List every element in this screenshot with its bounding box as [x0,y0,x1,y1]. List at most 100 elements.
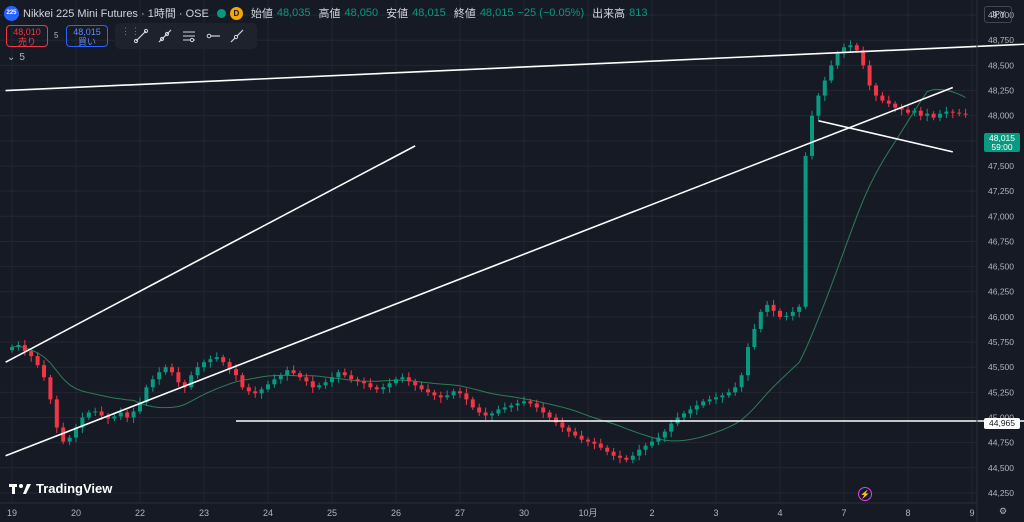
lightning-icon[interactable]: ⚡ [858,487,872,501]
candle-body [298,373,302,378]
market-open-icon [216,8,226,18]
candle-body [714,397,718,400]
candle-body [854,45,859,51]
x-tick-label: 10月 [578,508,597,518]
candle-body [874,85,878,96]
candle-body [61,427,66,442]
extended-line-tool-icon[interactable] [227,26,247,46]
candle-body [445,395,450,398]
candle-body [387,383,392,388]
y-tick-label: 44,750 [988,438,1014,448]
trend-line-tool-icon[interactable] [131,26,151,46]
candle-body [554,417,558,423]
x-tick-label: 24 [263,508,273,518]
candle-body [400,377,405,380]
indicators-toggle[interactable]: ⌄ 5 [7,52,25,63]
low-label: 安値 [386,8,409,20]
x-tick-label: 2 [649,508,654,518]
y-tick-label: 46,750 [988,236,1014,246]
candle-body [246,387,251,392]
candle-body [266,384,270,390]
candle-body [285,370,290,376]
y-tick-label: 48,750 [988,35,1014,45]
gear-icon[interactable]: ⚙ [998,505,1008,516]
candle-body [560,422,565,428]
drag-handle-icon[interactable]: ⋮⋮ [121,26,141,36]
candle-body [214,357,219,360]
candle-body [880,95,885,101]
volume-value: 813 [629,7,648,19]
candle-body [566,427,571,432]
candle-body [906,109,910,113]
candle-body [592,441,597,444]
drawing-toolbar: ⋮⋮ [115,23,257,49]
candle-body [426,389,430,393]
main-trend-line [5,86,954,457]
upper-resistance [5,43,1024,92]
parallel-channel-tool-icon[interactable] [179,26,199,46]
candle-body [701,401,706,406]
support-line-price-tag: 44,965 [984,418,1020,429]
candle-body [240,375,245,388]
tradingview-logo[interactable]: TradingView [9,481,112,496]
y-tick-label: 47,500 [988,161,1014,171]
chevron-down-icon: ⌄ [7,52,16,63]
candle-body [944,111,949,114]
candle-body [176,372,181,383]
candle-body [54,399,59,428]
high-value: 48,050 [344,7,379,19]
candle-body [163,367,168,373]
candle-body [547,412,552,418]
candle-body [106,415,110,419]
y-tick-label: 49,000 [988,10,1014,20]
candles-layer [10,40,968,464]
candle-body [74,427,78,438]
candle-body [528,401,533,404]
y-tick-label: 44,500 [988,463,1014,473]
horizontal-ray-tool-icon[interactable] [203,26,223,46]
tradingview-logo-icon [9,483,31,494]
ray-tool-icon[interactable] [155,26,175,46]
symbol-logo[interactable]: 225 [4,5,19,21]
candle-body [605,447,610,452]
candle-body [93,411,98,413]
candle-body [611,451,616,456]
moving-average-line [11,88,966,442]
change-value: −25 (−0.05%) [517,7,585,19]
sell-label: 売り [17,37,36,47]
candle-body [624,457,629,460]
buy-label: 買い [77,37,96,47]
candle-body [464,393,469,400]
candle-body [438,395,443,398]
x-tick-label: 20 [71,508,81,518]
logo-text: TradingView [36,481,113,496]
candle-body [112,416,117,419]
candle-body [534,403,539,408]
candle-body [925,113,930,116]
candle-body [957,112,962,114]
symbol-title[interactable]: Nikkei 225 Mini Futures · 1時間 · OSE [23,8,209,20]
candle-body [99,411,104,416]
currency-selector[interactable]: JPY [984,6,1012,23]
candle-body [22,345,27,352]
candle-body [803,155,808,307]
current-price: 48,015 [989,133,1015,143]
candle-body [669,423,674,432]
candle-body [963,113,968,115]
candle-body [118,412,123,417]
candle-body [419,385,424,390]
current-price-tag: 48,015 59:00 [984,133,1020,152]
candle-body [502,407,507,410]
candle-body [637,449,642,456]
chart-grid [0,0,977,503]
y-tick-label: 46,250 [988,287,1014,297]
sell-button[interactable]: 48,010 売り [6,25,48,47]
low-value: 48,015 [412,7,446,19]
data-delay-badge[interactable]: D [229,6,243,20]
candle-body [778,310,782,317]
buy-button[interactable]: 48,015 買い [66,25,108,47]
candle-body [42,365,46,378]
high-label: 高値 [318,8,341,20]
candle-body [381,387,386,390]
